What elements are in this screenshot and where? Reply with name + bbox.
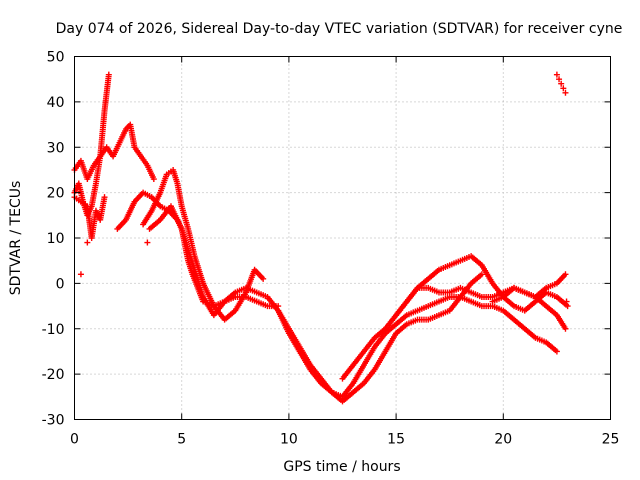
x-tick-label: 25: [602, 432, 620, 448]
x-axis-label: GPS time / hours: [283, 459, 400, 475]
data-marks: [71, 71, 571, 405]
data-point: [563, 298, 570, 305]
data-point: [105, 71, 112, 78]
series-track-10: [489, 284, 569, 332]
data-point: [562, 325, 569, 332]
chart-title: Day 074 of 2026, Sidereal Day-to-day VTE…: [56, 21, 623, 37]
y-axis-label: SDTVAR / TECUs: [8, 181, 24, 296]
x-tick-label: 10: [280, 432, 298, 448]
series-track-8: [339, 253, 571, 382]
data-point: [77, 271, 84, 278]
x-tick-labels: 0 5 10 15 20 25: [70, 432, 619, 448]
x-tick-label: 0: [70, 432, 79, 448]
data-point: [84, 239, 91, 246]
y-tick-label: 0: [56, 276, 65, 292]
x-tick-label: 5: [177, 432, 186, 448]
data-point: [560, 85, 567, 92]
y-tick-label: 50: [47, 50, 65, 66]
axis-ticks: [74, 56, 611, 420]
y-tick-label: 10: [47, 231, 65, 247]
series-track-5: [140, 166, 267, 323]
data-point: [260, 275, 267, 282]
data-point: [144, 239, 151, 246]
y-tick-label: 40: [47, 95, 65, 111]
series-track-3: [71, 194, 108, 241]
data-point: [556, 76, 563, 83]
grid: [74, 56, 611, 420]
y-tick-label: -20: [42, 367, 65, 383]
series-track-11: [77, 71, 570, 305]
data-point: [553, 348, 560, 355]
data-point: [558, 80, 565, 87]
data-point: [564, 303, 571, 310]
series-track-6: [146, 203, 560, 400]
y-tick-labels: -30 -20 -10 0 10 20 30 40 50: [42, 50, 65, 429]
series-track-4: [114, 189, 282, 319]
data-point: [562, 271, 569, 278]
y-tick-label: 20: [47, 186, 65, 202]
y-tick-label: 30: [47, 140, 65, 156]
data-point: [150, 176, 157, 183]
series-track-1: [71, 121, 157, 183]
data-point: [478, 271, 485, 278]
series-track-2: [71, 71, 112, 219]
data-point: [562, 89, 569, 96]
y-tick-label: -30: [42, 413, 65, 429]
y-tick-label: -10: [42, 322, 65, 338]
data-point: [101, 194, 108, 201]
x-tick-label: 15: [387, 432, 405, 448]
x-tick-label: 20: [494, 432, 512, 448]
data-point: [553, 71, 560, 78]
